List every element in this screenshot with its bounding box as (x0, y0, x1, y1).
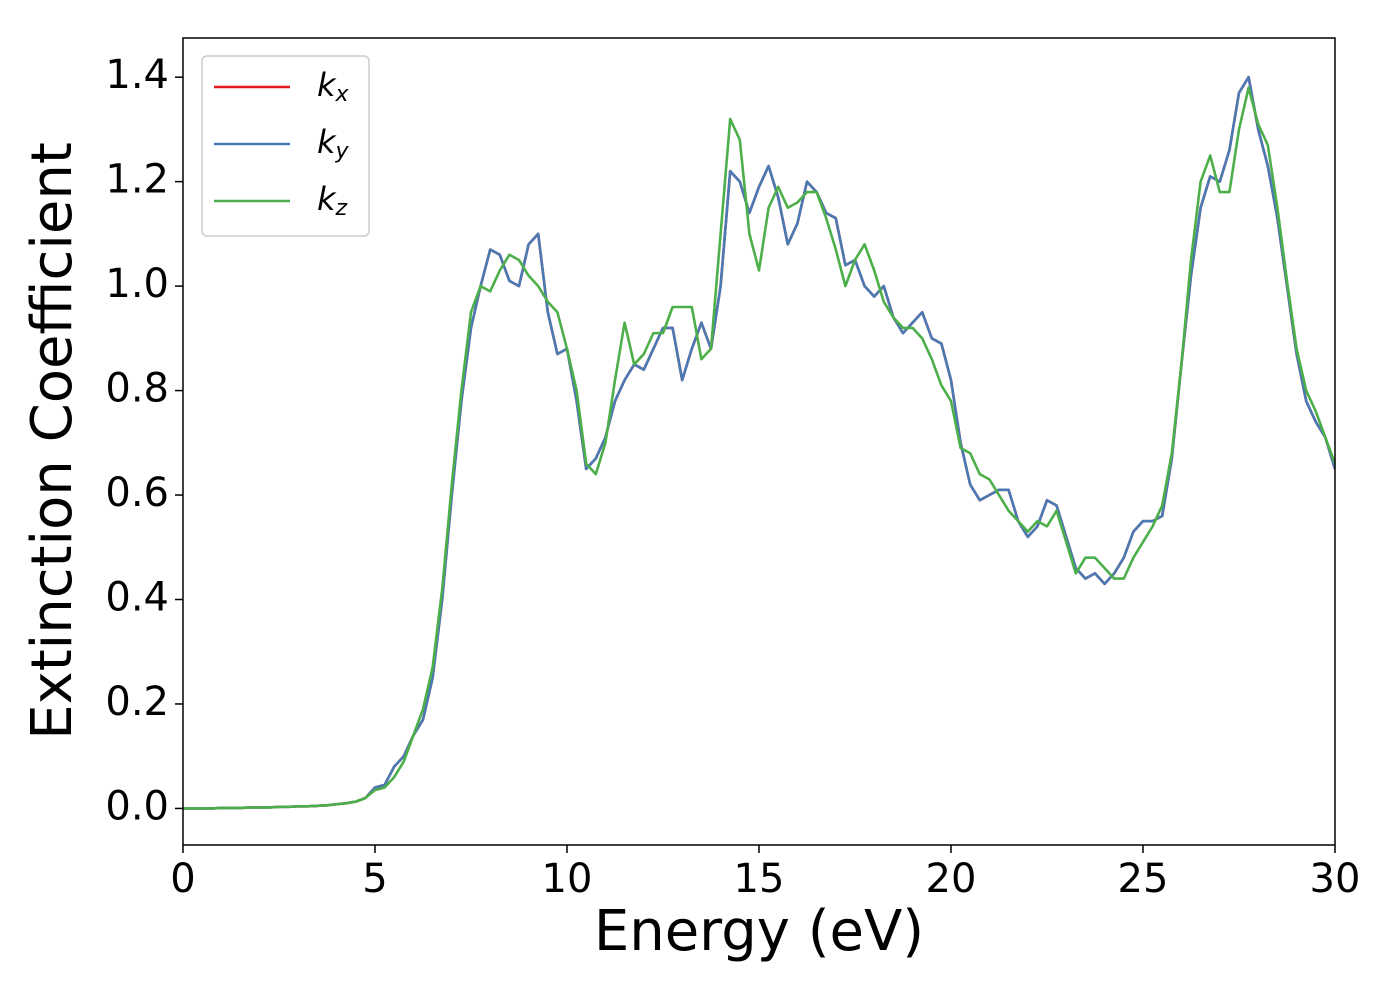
legend-label: ky (317, 123, 350, 164)
y-tick-label: 0.4 (105, 575, 169, 621)
y-axis-label: Extinction Coefficient (20, 142, 85, 740)
x-axis-label: Energy (eV) (594, 899, 924, 964)
series-line (183, 86, 1335, 810)
legend-label: kx (317, 66, 350, 107)
x-tick-label: 15 (734, 856, 785, 902)
plot-frame (182, 37, 1336, 846)
y-tick-label: 0.2 (105, 679, 169, 725)
y-tick-label: 0.8 (105, 366, 169, 412)
y-tick-label: 1.2 (105, 157, 169, 203)
y-tick-label: 1.0 (105, 261, 169, 307)
x-tick-label: 0 (170, 856, 195, 902)
legend-label: kz (317, 180, 348, 221)
y-tick-label: 0.0 (105, 783, 169, 829)
x-tick-label: 10 (542, 856, 593, 902)
x-tick-label: 5 (362, 856, 387, 902)
x-tick-label: 25 (1118, 856, 1169, 902)
x-tick-label: 20 (926, 856, 977, 902)
x-tick-label: 30 (1310, 856, 1361, 902)
y-tick-label: 0.6 (105, 470, 169, 516)
y-tick-label: 1.4 (105, 52, 169, 98)
legend-box (201, 55, 370, 237)
series-line (183, 75, 1335, 810)
